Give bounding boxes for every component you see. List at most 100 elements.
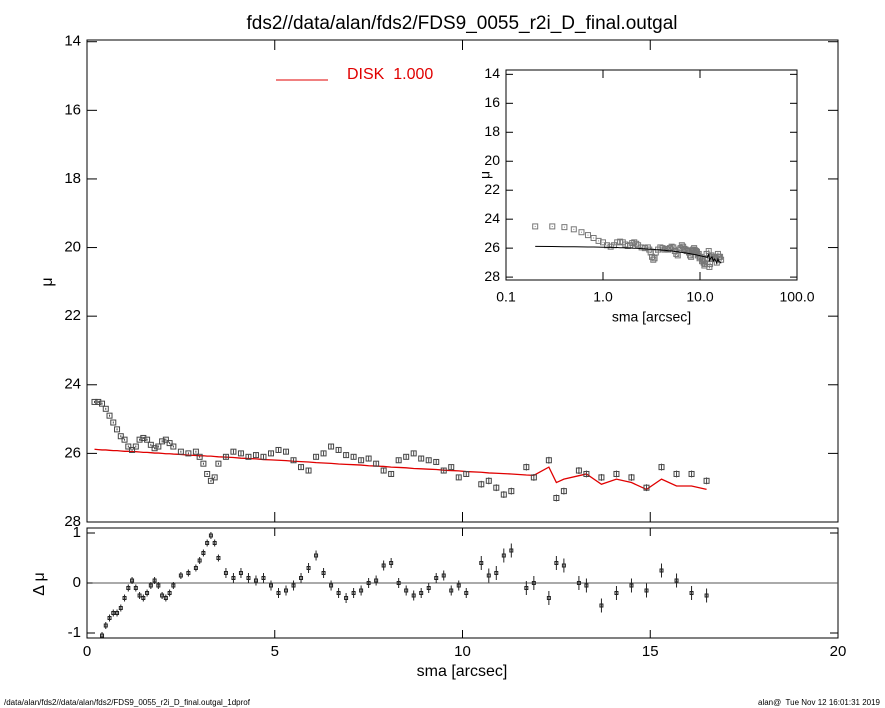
residual-point <box>137 593 142 598</box>
residual-point <box>329 583 334 588</box>
inset-point <box>670 244 677 251</box>
inset-x-tick-label: 10.0 <box>686 289 713 305</box>
residual-point <box>93 657 96 660</box>
data-point <box>106 412 113 419</box>
residual-point <box>381 563 386 568</box>
residual-point <box>449 588 454 593</box>
residual-point <box>291 583 296 588</box>
x-axis-label: sma [arcsec] <box>417 663 508 680</box>
residual-point <box>246 576 251 580</box>
data-point <box>170 443 177 450</box>
residual-point <box>464 591 469 595</box>
residual-point <box>299 576 304 580</box>
data-point <box>129 446 136 453</box>
residual-point <box>314 553 319 558</box>
residual-point <box>359 588 364 593</box>
data-point <box>320 450 327 457</box>
data-point <box>575 467 582 474</box>
residual-point <box>126 586 131 590</box>
data-point <box>204 470 211 477</box>
data-point <box>350 453 357 460</box>
data-point <box>433 458 440 465</box>
residual-point <box>231 576 236 580</box>
residual-point <box>674 578 679 583</box>
inset-y-tick-label: 28 <box>484 268 500 284</box>
residual-point <box>494 571 499 575</box>
data-point <box>373 460 380 467</box>
residual-point <box>479 561 484 565</box>
data-point <box>132 443 139 450</box>
data-point <box>200 460 207 467</box>
data-point <box>508 488 515 495</box>
residual-point <box>456 583 461 588</box>
y-tick-label: 14 <box>64 33 81 50</box>
residual-point <box>208 533 213 538</box>
inset-y-tick-label: 18 <box>484 123 500 139</box>
inset-y-axis-label: μ <box>477 171 493 179</box>
model-line <box>94 448 707 491</box>
data-point <box>110 419 117 426</box>
residual-point <box>644 588 649 593</box>
residual-point <box>509 548 514 553</box>
data-point <box>448 464 455 471</box>
data-point <box>283 448 290 455</box>
data-point <box>425 457 432 464</box>
inset-point <box>650 256 657 263</box>
data-point <box>114 426 121 433</box>
data-point <box>560 488 567 495</box>
data-point <box>230 448 237 455</box>
data-point <box>125 443 132 450</box>
residual-point <box>156 583 161 588</box>
residual-point <box>261 576 266 580</box>
data-point <box>290 457 297 464</box>
residual-point <box>111 611 116 615</box>
data-point <box>237 450 244 457</box>
inset-x-tick-label: 0.1 <box>496 289 516 305</box>
residual-point <box>145 591 150 595</box>
residual-point <box>107 616 112 620</box>
inset-point <box>661 246 668 253</box>
inset-y-tick-label: 26 <box>484 239 500 255</box>
residual-point <box>205 541 210 545</box>
data-point <box>222 453 229 460</box>
data-point <box>485 477 492 484</box>
residual-point <box>426 586 431 590</box>
data-point <box>463 470 470 477</box>
inset-y-tick-label: 20 <box>484 152 500 168</box>
data-point <box>99 400 106 407</box>
residual-point <box>546 596 551 600</box>
footer-left: /data/alan/fds2//data/alan/fds2/FDS9_005… <box>4 698 251 707</box>
residual-point <box>212 541 217 545</box>
data-point <box>545 457 552 464</box>
data-point <box>388 470 395 477</box>
residual-point <box>306 566 311 570</box>
data-point <box>343 452 350 459</box>
inset-x-tick-label: 1.0 <box>593 289 613 305</box>
residual-point <box>216 556 221 560</box>
x-tick-label: 10 <box>454 643 471 660</box>
residual-point <box>167 591 172 595</box>
main-plot <box>91 398 710 502</box>
data-point <box>328 443 335 450</box>
y-tick-label: 20 <box>64 239 81 256</box>
data-point <box>553 494 560 501</box>
residual-point <box>115 611 120 615</box>
data-point <box>151 445 158 452</box>
inset-y-tick-label: 22 <box>484 181 500 197</box>
data-point <box>117 433 124 440</box>
data-point <box>418 455 425 462</box>
data-point <box>628 474 635 481</box>
x-tick-label: 5 <box>271 643 279 660</box>
data-point <box>440 467 447 474</box>
residual-point <box>689 591 694 595</box>
inset-point <box>578 229 585 236</box>
inset-point <box>584 232 591 239</box>
x-tick-label: 15 <box>642 643 659 660</box>
residual-point <box>197 558 202 563</box>
residual-point <box>148 583 153 588</box>
y-tick-label: 16 <box>64 101 81 118</box>
y-tick-label: 22 <box>64 307 81 324</box>
data-point <box>155 443 162 450</box>
residual-point <box>276 591 281 595</box>
data-point <box>478 481 485 488</box>
